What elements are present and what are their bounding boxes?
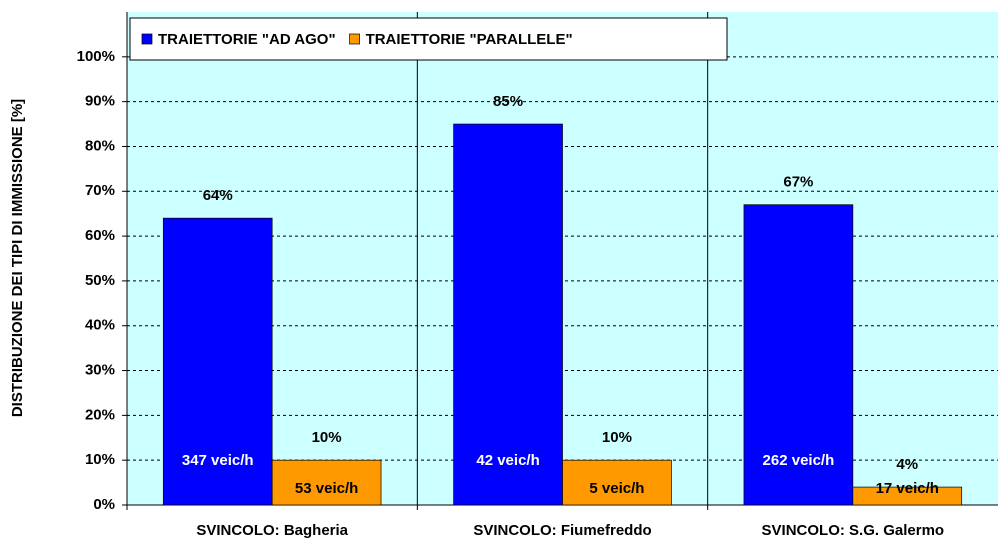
y-tick-label: 60% [85,227,115,244]
y-tick-label: 90% [85,93,115,110]
flow-label: 347 veic/h [182,452,254,469]
bar [162,217,273,506]
y-tick-label: 40% [85,317,115,334]
value-label: 64% [203,187,233,204]
x-tick-label: SVINCOLO: Bagheria [196,522,348,539]
y-tick-label: 100% [77,48,115,65]
flow-label: 5 veic/h [589,480,644,497]
y-tick-label: 10% [85,451,115,468]
bar [852,486,963,506]
y-tick-label: 0% [93,496,115,513]
legend-swatch [349,33,360,45]
legend-box [129,17,728,61]
y-tick-label: 80% [85,137,115,154]
x-tick-label: SVINCOLO: Fiumefreddo [473,522,651,539]
flow-label: 17 veic/h [876,480,939,497]
bar [562,459,672,506]
y-axis-title: DISTRIBUZIONE DEI TIPI DI IMMISSIONE [%] [9,99,26,417]
x-tick-label: SVINCOLO: S.G. Galermo [762,522,945,539]
y-tick-label: 20% [85,406,115,423]
legend-label: TRAIETTORIE "PARALLELE" [366,31,573,48]
flow-label: 262 veic/h [763,452,835,469]
legend-swatch [141,33,153,45]
value-label: 10% [312,429,342,446]
y-tick-label: 30% [85,362,115,379]
flow-label: 53 veic/h [295,480,358,497]
value-label: 10% [602,429,632,446]
value-label: 67% [783,174,813,191]
bar [271,459,382,506]
flow-label: 42 veic/h [476,452,539,469]
value-label: 85% [493,93,523,110]
bar [453,123,563,506]
value-label: 4% [896,456,918,473]
y-tick-label: 70% [85,182,115,199]
legend-label: TRAIETTORIE "AD AGO" [158,31,336,48]
y-tick-label: 50% [85,272,115,289]
bar [743,204,854,506]
